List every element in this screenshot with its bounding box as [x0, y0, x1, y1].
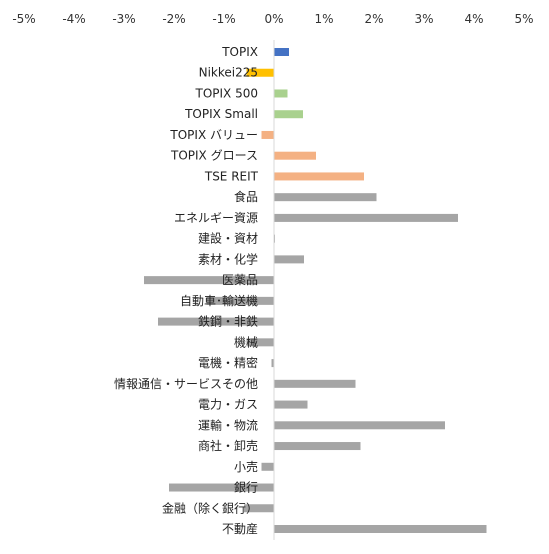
- category-label: 自動車･輸送機: [180, 293, 258, 308]
- category-label: 情報通信・サービスその他: [114, 377, 258, 391]
- x-tick-label: 2%: [364, 12, 383, 26]
- category-label: 電力・ガス: [198, 398, 258, 412]
- bar: [244, 504, 274, 513]
- category-label: 銀行: [234, 481, 258, 495]
- x-tick-label: -3%: [112, 12, 135, 26]
- bar: [158, 317, 274, 326]
- bar: [274, 110, 303, 119]
- category-label: 機械: [234, 334, 258, 349]
- category-label: 商社・卸売: [198, 438, 258, 453]
- x-tick-label: 0%: [264, 12, 283, 26]
- category-label: TOPIX バリュー: [169, 128, 258, 142]
- category-label: TOPIX: [221, 45, 258, 59]
- bar: [274, 89, 288, 98]
- category-label: TOPIX グロース: [170, 149, 258, 163]
- x-tick-labels: -5% -4% -3% -2% -1% 0% 1% 2% 3% 4% 5%: [12, 12, 533, 26]
- x-tick-label: -1%: [212, 12, 235, 26]
- bar: [274, 255, 304, 264]
- bar: [274, 48, 289, 56]
- category-label: TSE REIT: [204, 169, 259, 183]
- category-label: TOPIX 500: [195, 86, 259, 100]
- category-label: 医薬品: [222, 273, 258, 287]
- category-labels: TOPIX Nikkei225 TOPIX 500 TOPIX Small TOPIX …: [114, 45, 259, 536]
- bar: [206, 296, 274, 305]
- category-label: 建設・資材: [198, 231, 258, 246]
- bar: [274, 400, 308, 409]
- bar: [274, 151, 316, 160]
- category-label: 食品: [234, 189, 258, 204]
- x-tick-label: 4%: [464, 12, 483, 26]
- category-label: 金融（除く銀行）: [162, 500, 258, 515]
- bar: [261, 462, 274, 471]
- x-tick-label: 1%: [314, 12, 333, 26]
- category-label: 素材・化学: [198, 251, 258, 266]
- bar: [274, 172, 364, 181]
- category-label: 鉄鋼・非鉄: [198, 314, 258, 329]
- bar: [271, 359, 274, 368]
- bar: [274, 193, 377, 202]
- bar: [274, 213, 458, 222]
- x-tick-label: -4%: [62, 12, 85, 26]
- bar: [274, 379, 356, 388]
- category-label: エネルギー資源: [174, 211, 258, 225]
- bar: [274, 421, 445, 430]
- bar: [246, 68, 274, 77]
- bar: [144, 276, 274, 285]
- category-label: 小売: [234, 459, 258, 474]
- bar: [261, 130, 274, 139]
- category-label: Nikkei225: [199, 66, 258, 80]
- category-label: 運輸・物流: [198, 417, 258, 432]
- bar: [274, 442, 361, 451]
- bars: [144, 48, 487, 533]
- category-label: 電機・精密: [198, 355, 258, 370]
- bar: [246, 338, 274, 347]
- bar: [169, 483, 274, 492]
- x-tick-label: 3%: [414, 12, 433, 26]
- x-tick-label: -2%: [162, 12, 185, 26]
- x-tick-label: 5%: [514, 12, 533, 26]
- x-tick-label: -5%: [12, 12, 35, 26]
- bar: [274, 525, 487, 533]
- category-label: TOPIX Small: [184, 107, 258, 121]
- category-label: 不動産: [222, 521, 258, 536]
